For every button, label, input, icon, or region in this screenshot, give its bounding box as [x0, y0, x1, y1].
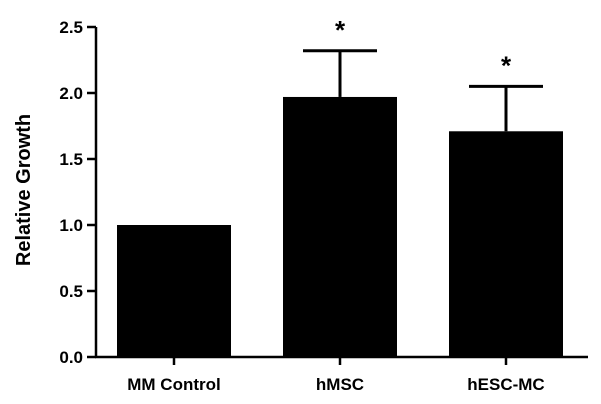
y-axis-title: Relative Growth: [13, 114, 35, 266]
y-tick-label-5: 2.0: [59, 84, 83, 103]
bar-2: [283, 96, 397, 358]
x-tick-label-3: hESC-MC: [467, 375, 544, 394]
y-tick-label-6: 2.5: [59, 18, 83, 37]
bar-3: [449, 131, 563, 357]
bar-1: [117, 225, 231, 357]
y-tick-label-4: 1.5: [59, 150, 83, 169]
x-tick-label-1: MM Control: [127, 375, 220, 394]
x-tick-label-2: hMSC: [316, 375, 364, 394]
significance-marker-2: *: [335, 15, 346, 45]
significance-marker-3: *: [501, 50, 512, 80]
y-tick-label-2: 0.5: [59, 282, 83, 301]
y-tick-label-1: 0.0: [59, 348, 83, 367]
y-tick-label-3: 1.0: [59, 216, 83, 235]
plot-area: MM Control * hMSC * hESC-MC 0.0 0.5 1.0 1.5 2.0 2.…: [59, 15, 588, 394]
